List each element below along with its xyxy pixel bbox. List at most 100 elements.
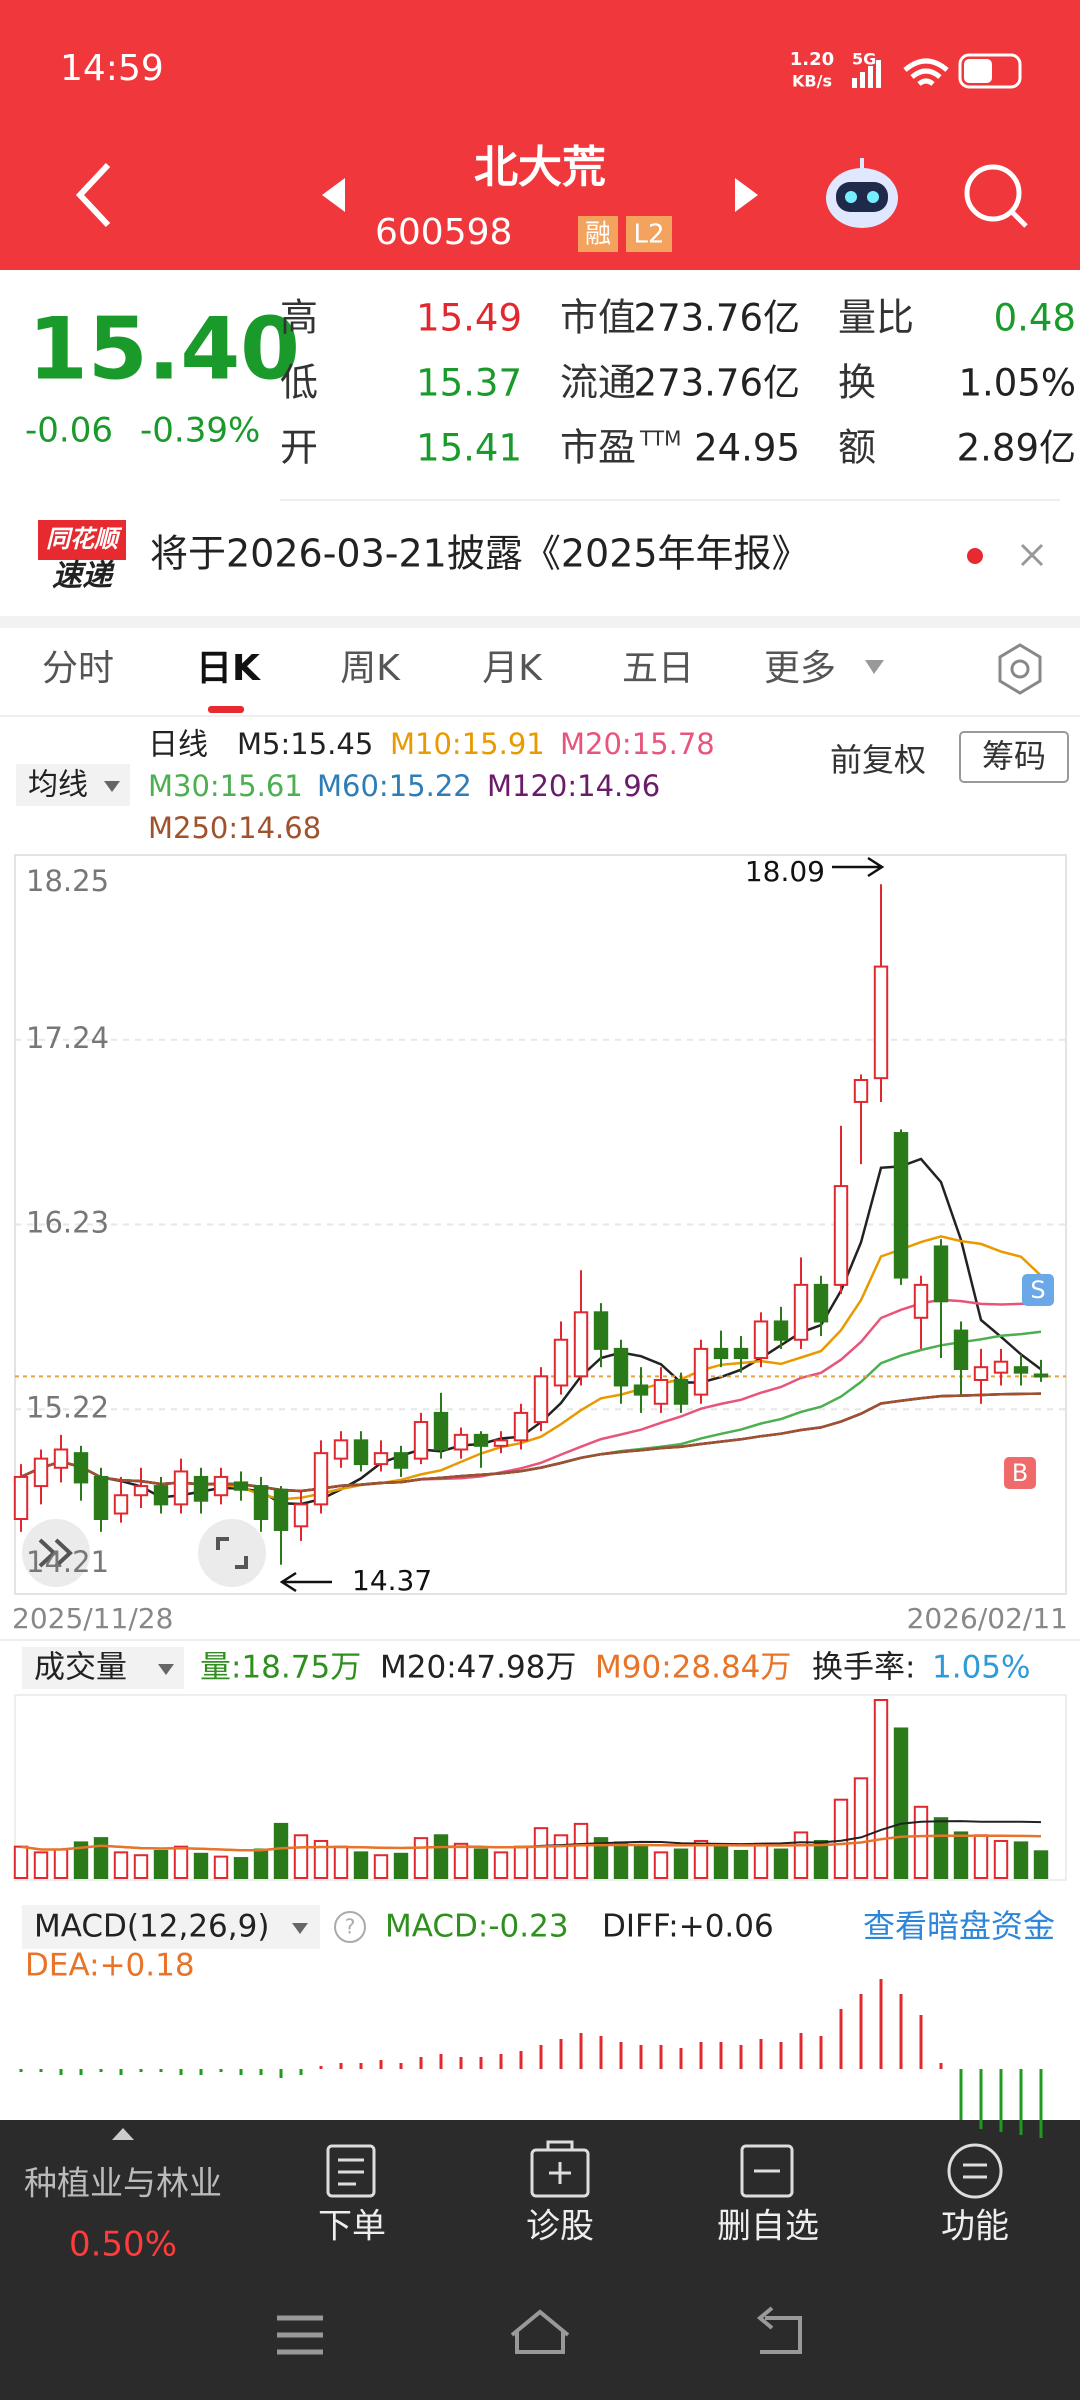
candle-body xyxy=(793,1283,809,1341)
chips-button[interactable]: 筹码 xyxy=(982,737,1046,775)
help-mark: ? xyxy=(345,1915,356,1939)
next-stock[interactable] xyxy=(735,178,758,212)
volume-selector[interactable]: 成交量 xyxy=(34,1650,127,1686)
candle-body xyxy=(333,1439,349,1460)
turnover: 1.05% xyxy=(932,1650,1030,1686)
macd-bar xyxy=(799,2033,803,2069)
candle-body xyxy=(653,1378,669,1405)
volume-bar xyxy=(913,1805,929,1880)
home-key[interactable] xyxy=(510,2309,570,2354)
candle-body xyxy=(613,1347,629,1387)
settings-icon[interactable] xyxy=(998,643,1042,695)
tab[interactable]: 分时 xyxy=(42,648,114,689)
nav-item[interactable]: 功能 xyxy=(941,2207,1009,2247)
candle-body xyxy=(813,1283,829,1323)
turnover-label: 换手率: xyxy=(812,1650,915,1686)
macd-bar xyxy=(759,2039,763,2069)
volume-bar xyxy=(773,1848,789,1880)
adjust-mode[interactable]: 前复权 xyxy=(830,741,926,779)
tab[interactable]: 月K xyxy=(482,648,543,689)
candle-body xyxy=(253,1485,269,1521)
volume-legend-item: M90:28.84万 xyxy=(595,1650,791,1686)
sector-arrow xyxy=(112,2128,134,2140)
volume-bar xyxy=(553,1834,569,1880)
tab[interactable]: 更多 xyxy=(764,648,836,689)
y-tick-label: 16.23 xyxy=(26,1206,109,1240)
volume-bar xyxy=(53,1848,69,1880)
volume-bar xyxy=(293,1834,309,1880)
ma-line xyxy=(20,1330,1042,1493)
net-speed: 1.20 xyxy=(790,49,834,70)
signal-marker: S xyxy=(1030,1276,1045,1304)
macd-bar xyxy=(699,2042,703,2069)
tab[interactable]: 日K xyxy=(196,648,261,689)
volume-selector-bg[interactable] xyxy=(22,1647,184,1689)
volume-bar xyxy=(113,1851,129,1880)
volume-bar xyxy=(573,1822,589,1879)
close-notice[interactable] xyxy=(1020,543,1044,567)
volume-bar xyxy=(73,1841,89,1880)
macd-bar xyxy=(219,2069,223,2072)
tag: 融 xyxy=(585,220,611,250)
volume-bar xyxy=(733,1849,749,1879)
fullscreen-button[interactable] xyxy=(198,1519,266,1587)
macd-bar xyxy=(779,2042,783,2069)
volume-bar xyxy=(153,1849,169,1879)
tag-bg xyxy=(626,216,672,252)
macd-selector[interactable]: MACD(12,26,9) xyxy=(34,1909,269,1945)
dark-pool-link[interactable]: 查看暗盘资金 xyxy=(863,1907,1055,1945)
macd-bar xyxy=(839,2009,843,2069)
search-button[interactable] xyxy=(964,164,1028,228)
macd-bar xyxy=(459,2057,463,2069)
network: 5G xyxy=(852,50,876,69)
chips-button-bg[interactable] xyxy=(959,731,1069,783)
prev-stock[interactable] xyxy=(322,178,345,212)
volume-bar xyxy=(173,1845,189,1879)
candle-body xyxy=(773,1320,789,1341)
nav-item[interactable]: 下单 xyxy=(318,2207,386,2247)
help-icon[interactable] xyxy=(334,1911,366,1943)
macd-bar xyxy=(179,2069,183,2075)
menu-key[interactable] xyxy=(277,2315,323,2355)
wifi-icon xyxy=(903,58,949,86)
volume-bar xyxy=(893,1727,909,1879)
robot-icon[interactable] xyxy=(826,158,898,228)
candle-body xyxy=(93,1475,109,1521)
tab[interactable]: 周K xyxy=(340,648,401,689)
nav-item[interactable]: 诊股 xyxy=(526,2207,594,2247)
macd-bar xyxy=(999,2069,1003,2132)
macd-bar xyxy=(499,2054,503,2069)
tab[interactable]: 五日 xyxy=(622,648,694,689)
volume-bar xyxy=(533,1827,549,1880)
candle-body xyxy=(313,1452,329,1506)
macd-selector-bg[interactable] xyxy=(22,1905,320,1949)
back-key[interactable] xyxy=(756,2306,802,2354)
candle-body xyxy=(133,1485,149,1497)
ma-selector[interactable]: 均线 xyxy=(28,768,88,803)
candle-body xyxy=(153,1485,169,1506)
candle-body xyxy=(893,1132,909,1279)
volume-bar xyxy=(313,1839,329,1879)
volume-bar xyxy=(273,1822,289,1879)
volume-bar xyxy=(513,1845,529,1879)
volume-ma-line xyxy=(20,1834,1042,1852)
nav-item[interactable]: 删自选 xyxy=(717,2207,819,2247)
candle-body xyxy=(873,965,889,1080)
price-change: -0.06 xyxy=(25,411,113,451)
tab-underline xyxy=(208,706,244,713)
notice-text[interactable]: 将于2026-03-21披露《2025年年报》 xyxy=(150,532,810,576)
macd-bar xyxy=(199,2069,203,2075)
macd-bar xyxy=(519,2051,523,2069)
candle-body xyxy=(73,1452,89,1484)
signal-icon xyxy=(852,60,881,88)
candle-body xyxy=(733,1347,749,1360)
candle-body xyxy=(213,1475,229,1497)
back-button[interactable] xyxy=(75,162,111,228)
last-price: 15.40 xyxy=(28,299,300,399)
sector-name[interactable]: 种植业与林业 xyxy=(24,2164,222,2203)
candle-body xyxy=(953,1329,969,1371)
macd-bar xyxy=(599,2036,603,2069)
ma-line xyxy=(20,1157,1042,1506)
stat-value: 273.76亿 xyxy=(634,362,800,405)
expand-button[interactable] xyxy=(22,1519,90,1587)
